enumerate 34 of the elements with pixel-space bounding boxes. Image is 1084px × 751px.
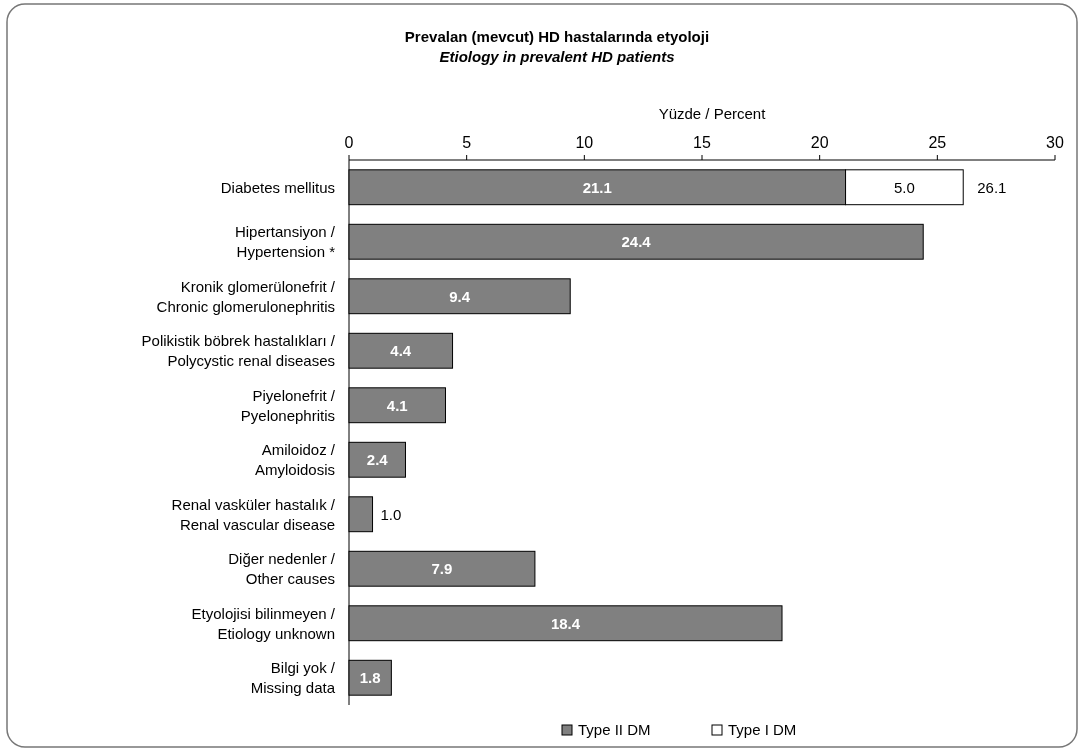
x-axis-title: Yüzde / Percent [658, 105, 767, 122]
total-label: 26.1 [977, 178, 1007, 196]
y-tick-label: Diğer nedenler / Other causes [228, 550, 336, 587]
y-tick-label: Piyelonefrit / Pyelonephritis [240, 386, 336, 424]
x-tick-label: 5 [462, 134, 472, 151]
chart-subtitle: Etiology in prevalent HD patients [439, 48, 675, 65]
data-label: 18.4 [550, 614, 581, 632]
x-tick-label: 25 [928, 134, 947, 151]
data-label: 4.4 [390, 342, 412, 359]
x-tick-label: 15 [693, 134, 711, 151]
y-tick-label: Renal vasküler hastalık / Renal vascular disease [171, 495, 336, 533]
data-label: 9.4 [449, 287, 471, 305]
y-tick-label: Polikistik böbrek hastalıkları / Polycystic renal diseases [141, 332, 336, 369]
chart-title: Prevalan (mevcut) HD hastalarında etyoloji [404, 28, 710, 45]
data-label: 24.4 [621, 233, 652, 250]
y-tick-label: Etyolojisi bilinmeyen / Etiology unknown [191, 604, 336, 642]
data-label: 1.0 [380, 505, 402, 523]
data-label: 1.8 [359, 669, 381, 686]
data-label: 5.0 [893, 178, 915, 196]
data-label: 2.4 [366, 451, 389, 468]
x-tick-label: 10 [575, 134, 594, 151]
data-label: 7.9 [431, 560, 453, 577]
x-tick-label: 30 [1046, 134, 1064, 151]
y-tick-label: Kronik glomerülonefrit / Chronic glomerulonephritis [156, 277, 336, 315]
x-tick-label: 0 [344, 134, 354, 151]
y-tick-label: Amiloidoz / Amyloidosis [254, 441, 336, 478]
data-label: 4.1 [386, 396, 408, 414]
data-label: 21.1 [582, 178, 612, 196]
y-tick-label: Diabetes mellitus [220, 178, 335, 196]
y-tick-label: Bilgi yok / Missing data [250, 659, 336, 696]
y-tick-label: Hipertansiyon / Hypertension * [234, 223, 336, 260]
legend-label: Type I DM [728, 721, 797, 738]
legend-label: Type II DM [578, 721, 651, 738]
x-tick-label: 20 [810, 134, 829, 151]
